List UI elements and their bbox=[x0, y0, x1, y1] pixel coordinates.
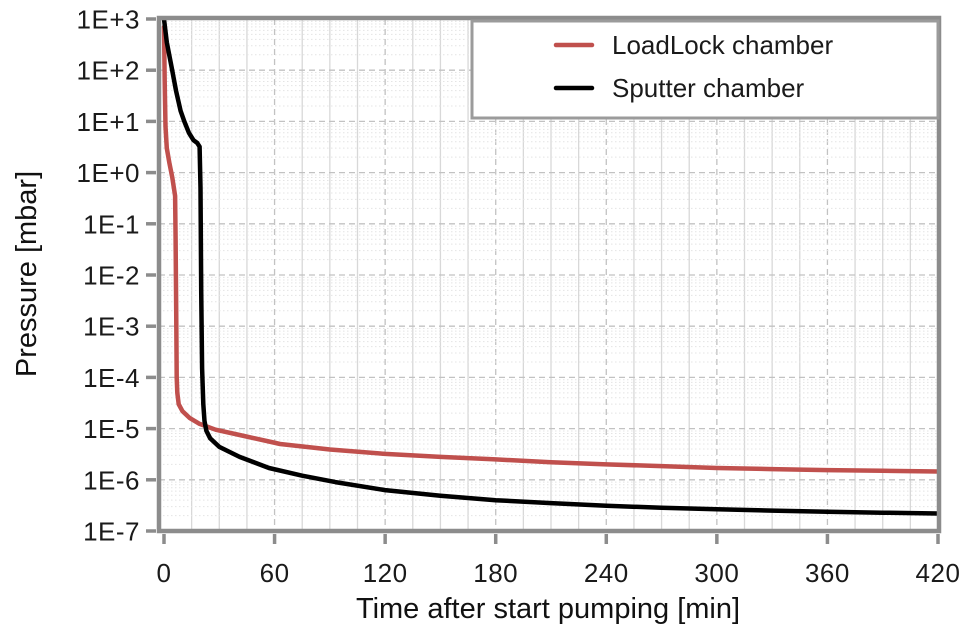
x-axis-title: Time after start pumping [min] bbox=[356, 593, 740, 625]
legend-box bbox=[470, 19, 940, 120]
y-tick-label: 1E-3 bbox=[83, 312, 140, 342]
y-tick-labels: 1E+3 1E+2 1E+1 1E+0 1E-1 1E-2 1E-3 1E-4 1E-5 1E-6… bbox=[77, 5, 140, 547]
x-tick-label: 60 bbox=[260, 558, 290, 588]
legend: LoadLock chamber Sputter chamber bbox=[470, 19, 940, 120]
y-tick-label: 1E+2 bbox=[77, 56, 140, 86]
y-tick-label: 1E-6 bbox=[83, 465, 140, 495]
y-tick-label: 1E-1 bbox=[83, 209, 140, 239]
y-tick-label: 1E-5 bbox=[83, 414, 140, 444]
x-tick-label: 300 bbox=[694, 558, 739, 588]
legend-label-1: Sputter chamber bbox=[612, 73, 805, 103]
x-tick-label: 240 bbox=[584, 558, 629, 588]
y-tick-label: 1E-2 bbox=[83, 261, 140, 291]
x-tick-label: 360 bbox=[805, 558, 850, 588]
x-tick-labels: 0 60 120 180 240 300 360 420 bbox=[157, 558, 961, 588]
y-tick-label: 1E+0 bbox=[77, 158, 140, 188]
y-tick-label: 1E+1 bbox=[77, 107, 140, 137]
x-tick-label: 0 bbox=[157, 558, 172, 588]
y-tick-label: 1E-7 bbox=[83, 517, 140, 547]
axis-ticks bbox=[146, 17, 940, 544]
legend-label-0: LoadLock chamber bbox=[612, 30, 833, 60]
y-tick-label: 1E-4 bbox=[83, 363, 140, 393]
series-line-0 bbox=[161, 24, 941, 474]
series-line-1 bbox=[161, 16, 941, 516]
y-tick-label: 1E+3 bbox=[77, 5, 140, 35]
x-tick-label: 180 bbox=[473, 558, 518, 588]
x-tick-label: 120 bbox=[363, 558, 408, 588]
y-axis-title: Pressure [mbar] bbox=[11, 171, 43, 377]
plot-frame bbox=[156, 15, 942, 534]
series-curves bbox=[161, 16, 941, 516]
x-tick-label: 420 bbox=[916, 558, 961, 588]
